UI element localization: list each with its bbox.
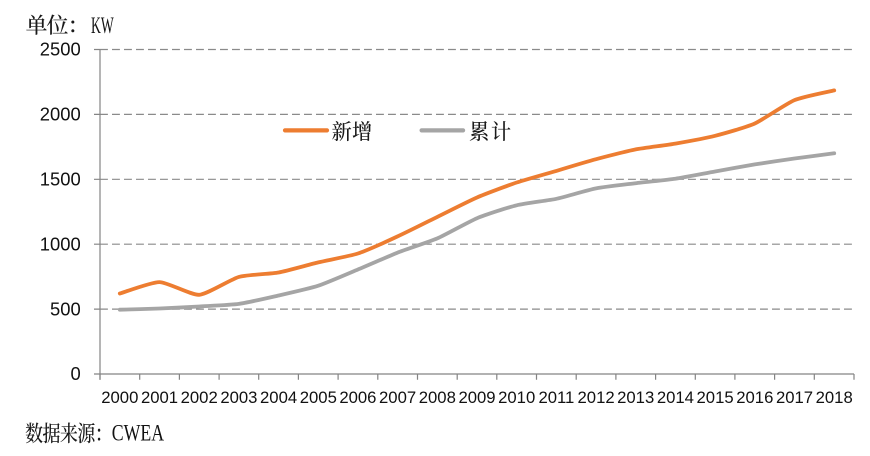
svg-text:500: 500 (50, 298, 81, 319)
svg-text:2002: 2002 (181, 388, 218, 407)
svg-text:2006: 2006 (339, 388, 376, 407)
svg-text:2010: 2010 (498, 388, 535, 407)
svg-text:0: 0 (70, 363, 80, 384)
svg-text:2008: 2008 (419, 388, 456, 407)
svg-text:2000: 2000 (40, 104, 81, 125)
svg-text:2011: 2011 (538, 388, 574, 407)
svg-text:2001: 2001 (141, 388, 178, 407)
svg-text:2500: 2500 (40, 39, 81, 60)
svg-text:2018: 2018 (816, 388, 853, 407)
svg-text:2013: 2013 (617, 388, 654, 407)
svg-text:2015: 2015 (697, 388, 734, 407)
svg-text:CWEA: CWEA (112, 422, 165, 447)
svg-text:2004: 2004 (260, 388, 297, 407)
svg-text:2014: 2014 (657, 388, 694, 407)
svg-text:2003: 2003 (220, 388, 257, 407)
svg-text:2016: 2016 (736, 388, 773, 407)
svg-text:2000: 2000 (101, 388, 138, 407)
svg-text:2017: 2017 (776, 388, 813, 407)
svg-text:2009: 2009 (458, 388, 495, 407)
svg-text:2007: 2007 (379, 388, 416, 407)
svg-text:KW: KW (91, 13, 114, 39)
svg-text:1500: 1500 (40, 169, 81, 190)
svg-text:2012: 2012 (578, 388, 615, 407)
svg-text:2005: 2005 (300, 388, 337, 407)
svg-text:1000: 1000 (40, 233, 81, 254)
